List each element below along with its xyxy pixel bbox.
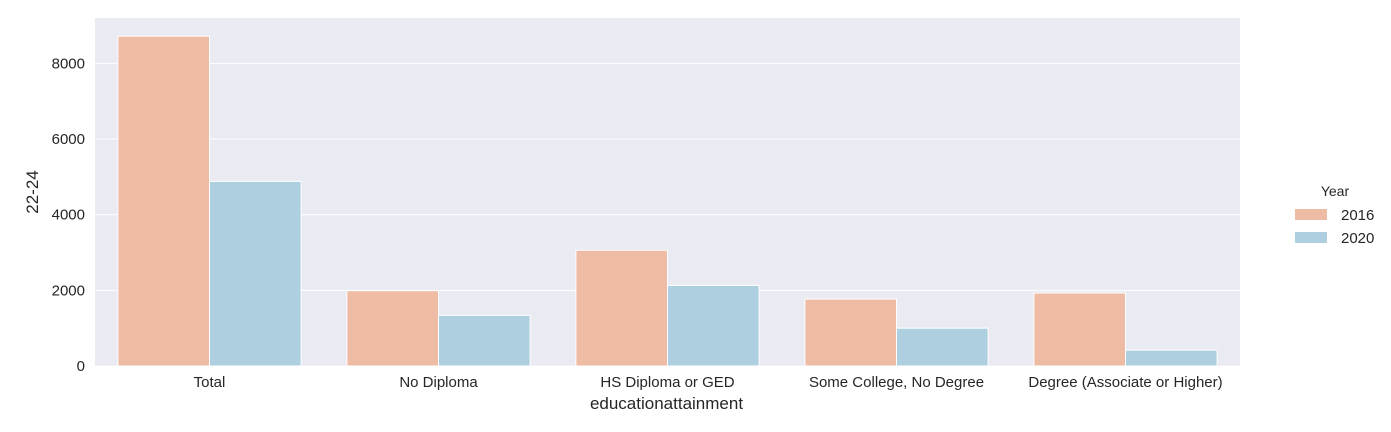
- bar-2020-4: [1125, 349, 1218, 367]
- y-tick-label: 4000: [52, 207, 85, 224]
- bar-2016-0: [117, 35, 210, 367]
- bar-2020-1: [438, 314, 531, 367]
- x-tick-label: Some College, No Degree: [809, 374, 984, 391]
- y-tick-label: 0: [77, 358, 85, 375]
- x-tick-label: HS Diploma or GED: [600, 374, 734, 391]
- legend: Year 2016 2020: [1295, 183, 1374, 247]
- legend-title: Year: [1321, 183, 1350, 199]
- x-tick-labels: Total No Diploma HS Diploma or GED Some Col…: [194, 374, 1223, 391]
- bar-2020-2: [667, 284, 760, 367]
- legend-label-2016: 2016: [1341, 207, 1374, 224]
- bar-2016-4: [1033, 292, 1127, 367]
- x-axis-label: educationattainment: [590, 394, 743, 413]
- y-tick-label: 8000: [52, 55, 85, 72]
- bars: [117, 35, 1218, 367]
- legend-swatch-2020: [1295, 232, 1327, 243]
- bar-2016-3: [804, 298, 898, 367]
- y-tick-label: 6000: [52, 131, 85, 148]
- bar-2016-1: [346, 290, 439, 367]
- y-tick-labels: 0 2000 4000 6000 8000: [52, 55, 85, 375]
- bar-2016-2: [575, 249, 669, 367]
- y-tick-label: 2000: [52, 282, 85, 299]
- x-tick-label: Total: [194, 374, 226, 391]
- legend-swatch-2016: [1295, 209, 1327, 220]
- bar-2020-3: [896, 327, 989, 367]
- y-axis-label: 22-24: [23, 170, 42, 213]
- bar-2020-0: [209, 180, 302, 367]
- x-tick-label: No Diploma: [399, 374, 478, 391]
- legend-label-2020: 2020: [1341, 230, 1374, 247]
- x-tick-label: Degree (Associate or Higher): [1028, 374, 1222, 391]
